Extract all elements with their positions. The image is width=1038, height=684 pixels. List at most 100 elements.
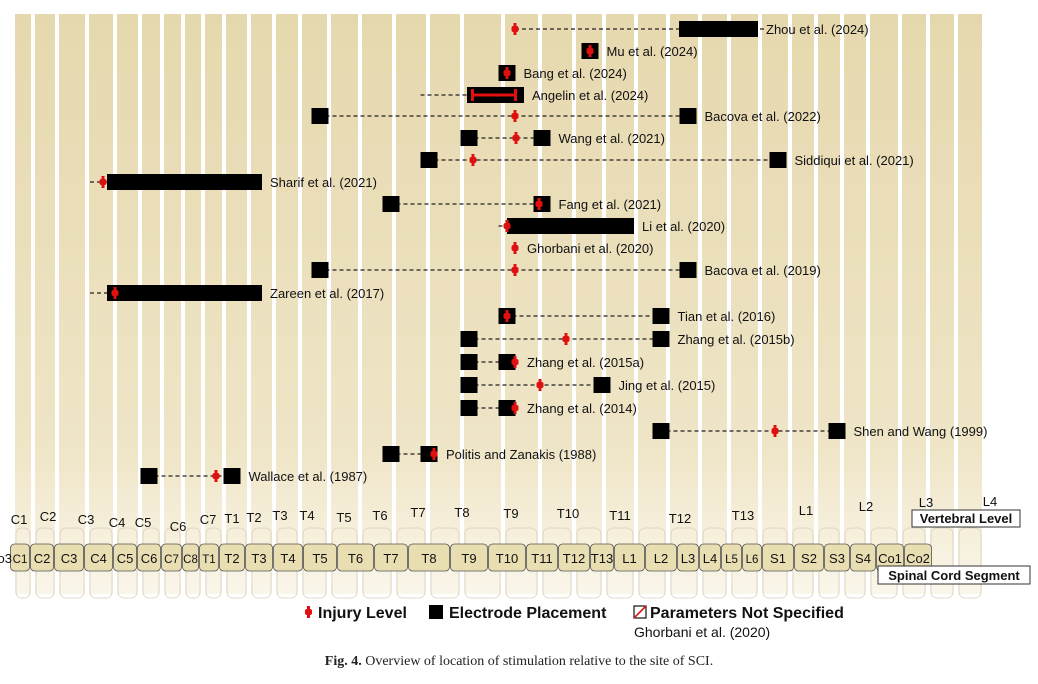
- segment-label: C1: [13, 554, 28, 566]
- electrode-block: [420, 152, 438, 168]
- injury-marker: [469, 154, 477, 166]
- vertebral-level-t10: T10: [557, 506, 579, 521]
- segment-label: C6: [141, 551, 158, 566]
- study-row-siddiqui-et-al-2021: Siddiqui et al. (2021): [420, 152, 914, 168]
- vertebral-level-c2: C2: [40, 509, 57, 524]
- electrode-block: [223, 468, 241, 484]
- injury-range-end: [514, 89, 517, 101]
- segment-label: T4: [280, 551, 295, 566]
- stripe: [302, 14, 327, 594]
- segment-box: [182, 543, 199, 572]
- segment-s4: S4: [850, 543, 876, 572]
- stripe: [792, 14, 814, 594]
- study-row-zhang-et-al-2015b: Zhang et al. (2015b): [460, 331, 795, 347]
- electrode-block: [460, 400, 478, 416]
- injury-marker: [562, 333, 570, 345]
- electrode-block: [311, 262, 329, 278]
- stripe: [870, 14, 898, 594]
- study-row-shen-and-wang-1999: Shen and Wang (1999): [652, 423, 987, 439]
- segment-l2: L2: [645, 543, 677, 572]
- study-row-tian-et-al-2016: Tian et al. (2016): [498, 308, 776, 324]
- injury-head: [111, 290, 119, 296]
- segment-label: C3: [61, 551, 78, 566]
- injury-head: [535, 201, 543, 207]
- injury-head: [511, 267, 519, 273]
- study-label: Wallace et al. (1987): [249, 469, 368, 484]
- injury-marker: [511, 242, 519, 254]
- segment-label: L3: [681, 551, 695, 566]
- segment-label: Co1: [878, 551, 902, 566]
- study-label: Bacova et al. (2022): [705, 109, 821, 124]
- segment-label: L5: [725, 554, 738, 566]
- segment-label: C5: [117, 551, 134, 566]
- segment-box: [54, 543, 84, 572]
- study-label: Bacova et al. (2019): [705, 263, 821, 278]
- vertebral-level-t6: T6: [372, 508, 387, 523]
- study-label: Angelin et al. (2024): [532, 88, 648, 103]
- injury-marker: [511, 264, 519, 276]
- study-label: Politis and Zanakis (1988): [446, 447, 596, 462]
- injury-marker: [535, 198, 543, 210]
- segment-l5: L5: [721, 543, 742, 572]
- stripe: [142, 14, 160, 594]
- stripe: [226, 14, 247, 594]
- segment-box: [614, 543, 645, 572]
- segment-box: [84, 543, 113, 572]
- study-label: Zareen et al. (2017): [270, 286, 384, 301]
- segment-box: [113, 543, 137, 572]
- stripe: [164, 14, 181, 594]
- study-label: Ghorbani et al. (2020): [527, 241, 653, 256]
- segment-s3: S3: [824, 543, 850, 572]
- segment-box: [450, 543, 488, 572]
- segment-c5: C5: [113, 543, 137, 572]
- stripe: [542, 14, 572, 594]
- injury-marker: [536, 379, 544, 391]
- segment-label: L1: [622, 551, 636, 566]
- segment-label: T1: [202, 554, 215, 566]
- stripe: [505, 14, 538, 594]
- background-stripes: [15, 14, 982, 599]
- stripe: [762, 14, 788, 594]
- study-label: Zhang et al. (2014): [527, 401, 637, 416]
- segment-label: T3: [251, 551, 266, 566]
- study-row-zhang-et-al-2014: Zhang et al. (2014): [460, 400, 637, 416]
- injury-head: [562, 336, 570, 342]
- electrode-block: [460, 354, 478, 370]
- injury-head: [536, 382, 544, 388]
- injury-head: [511, 245, 519, 251]
- figure-caption: Fig. 4. Overview of location of stimulat…: [0, 654, 1038, 670]
- study-label: Wang et al. (2021): [559, 131, 665, 146]
- segment-label: Co3: [0, 551, 12, 566]
- segment-box: [558, 543, 590, 572]
- segment-label: T8: [421, 551, 436, 566]
- study-label: Zhang et al. (2015a): [527, 355, 644, 370]
- electrode-block: [460, 130, 478, 146]
- study-label: Siddiqui et al. (2021): [795, 153, 914, 168]
- injury-head: [511, 405, 519, 411]
- vertebral-level-t3: T3: [272, 508, 287, 523]
- vertebral-level-t1: T1: [224, 511, 239, 526]
- segment-box: [850, 543, 876, 572]
- injury-marker: [503, 67, 511, 79]
- study-row-bacova-et-al-2022: Bacova et al. (2022): [311, 108, 821, 124]
- vertebra-outline: [958, 527, 982, 599]
- injury-head: [511, 359, 519, 365]
- stripe: [362, 14, 392, 594]
- segment-label: S1: [770, 551, 786, 566]
- segment-label: T10: [496, 551, 518, 566]
- stripe: [185, 14, 201, 594]
- segment-box: [161, 543, 182, 572]
- segment-l4: L4: [699, 543, 721, 572]
- segment-co2: Co2: [904, 543, 932, 572]
- segment-label: T2: [224, 551, 239, 566]
- injury-marker: [511, 23, 519, 35]
- vertebral-level-c7: C7: [200, 512, 217, 527]
- segment-box: [677, 543, 699, 572]
- segment-co3: Co3: [0, 551, 12, 566]
- segment-box: [645, 543, 677, 572]
- legend-electrode-label: Electrode Placement: [449, 605, 607, 622]
- study-label: Tian et al. (2016): [678, 309, 776, 324]
- study-label: Bang et al. (2024): [524, 66, 627, 81]
- stripe: [331, 14, 358, 594]
- segment-label: C7: [164, 554, 179, 566]
